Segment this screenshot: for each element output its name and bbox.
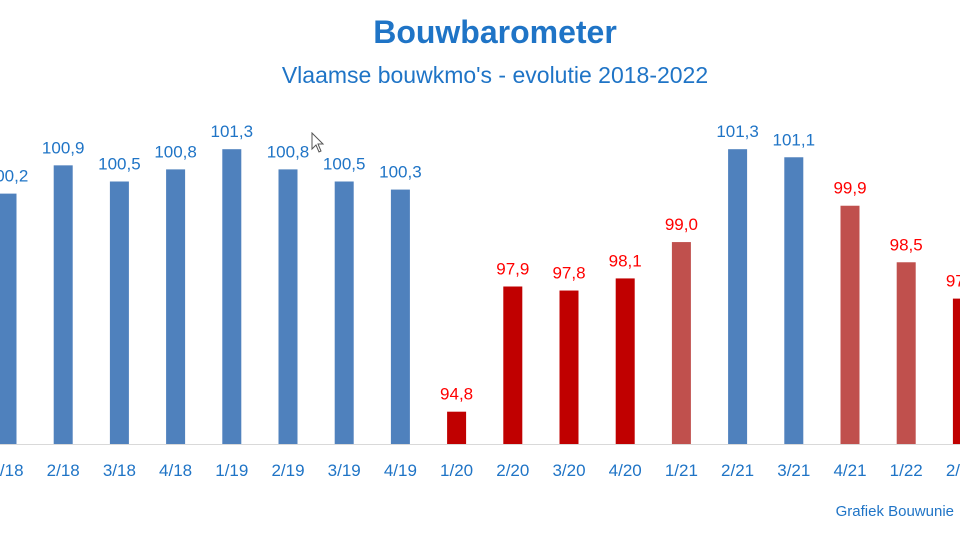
data-label-2/20: 97,9 [496, 260, 529, 279]
x-tick-label-2/20: 2/20 [496, 461, 529, 480]
x-tick-label-1/20: 1/20 [440, 461, 473, 480]
data-label-4/20: 98,1 [609, 251, 642, 270]
data-label-3/19: 100,5 [323, 155, 366, 174]
data-label-1/18: 100,2 [0, 167, 28, 186]
x-tick-label-2/19: 2/19 [271, 461, 304, 480]
data-label-2/21: 101,3 [716, 122, 759, 141]
data-label-3/20: 97,8 [552, 264, 585, 283]
data-label-3/21: 101,1 [773, 130, 816, 149]
bar-3/18 [109, 181, 129, 444]
bar-4/21 [840, 205, 860, 444]
x-tick-label-1/19: 1/19 [215, 461, 248, 480]
data-label-2/19: 100,8 [267, 142, 310, 161]
mouse-pointer-icon [311, 132, 325, 153]
data-label-4/18: 100,8 [154, 142, 197, 161]
bar-3/21 [784, 157, 804, 444]
data-label-1/22: 98,5 [890, 235, 923, 254]
x-tick-label-4/21: 4/21 [833, 461, 866, 480]
bar-1/20 [447, 411, 467, 444]
bar-4/20 [615, 278, 635, 444]
x-tick-label-1/21: 1/21 [665, 461, 698, 480]
data-label-4/21: 99,9 [833, 179, 866, 198]
chart-subtitle: Vlaamse bouwkmo's - evolutie 2018-2022 [281, 62, 709, 88]
bar-2/20 [503, 286, 523, 444]
x-tick-label-4/18: 4/18 [159, 461, 192, 480]
x-tick-label-1/18: 1/18 [0, 461, 24, 480]
x-tick-label-4/20: 4/20 [609, 461, 642, 480]
x-tick-label-3/18: 3/18 [103, 461, 136, 480]
bar-1/18 [0, 193, 17, 444]
x-tick-label-2/21: 2/21 [721, 461, 754, 480]
data-label-2/22: 97,6 [946, 272, 960, 291]
x-tick-label-3/20: 3/20 [552, 461, 585, 480]
x-tick-label-2/22: 2/22 [946, 461, 960, 480]
bar-2/18 [53, 165, 73, 444]
data-label-4/19: 100,3 [379, 163, 422, 182]
bar-3/19 [334, 181, 354, 444]
x-tick-label-1/22: 1/22 [890, 461, 923, 480]
x-tick-label-3/21: 3/21 [777, 461, 810, 480]
x-tick-label-2/18: 2/18 [47, 461, 80, 480]
bar-1/19 [222, 149, 242, 444]
x-tick-label-4/19: 4/19 [384, 461, 417, 480]
bar-4/18 [166, 169, 186, 444]
bar-1/22 [896, 262, 916, 444]
bar-2/21 [728, 149, 748, 444]
bar-3/20 [559, 290, 579, 444]
bar-2/22 [952, 298, 960, 444]
data-label-1/19: 101,3 [211, 122, 254, 141]
bar-1/21 [671, 242, 691, 444]
chart-title: Bouwbarometer [373, 14, 617, 50]
data-label-3/18: 100,5 [98, 155, 141, 174]
data-label-2/18: 100,9 [42, 138, 85, 157]
source-credit: Grafiek Bouwunie [835, 503, 954, 520]
bar-4/19 [390, 189, 410, 444]
bar-2/19 [278, 169, 298, 444]
data-label-1/21: 99,0 [665, 215, 698, 234]
x-tick-label-3/19: 3/19 [328, 461, 361, 480]
data-label-1/20: 94,8 [440, 385, 473, 404]
